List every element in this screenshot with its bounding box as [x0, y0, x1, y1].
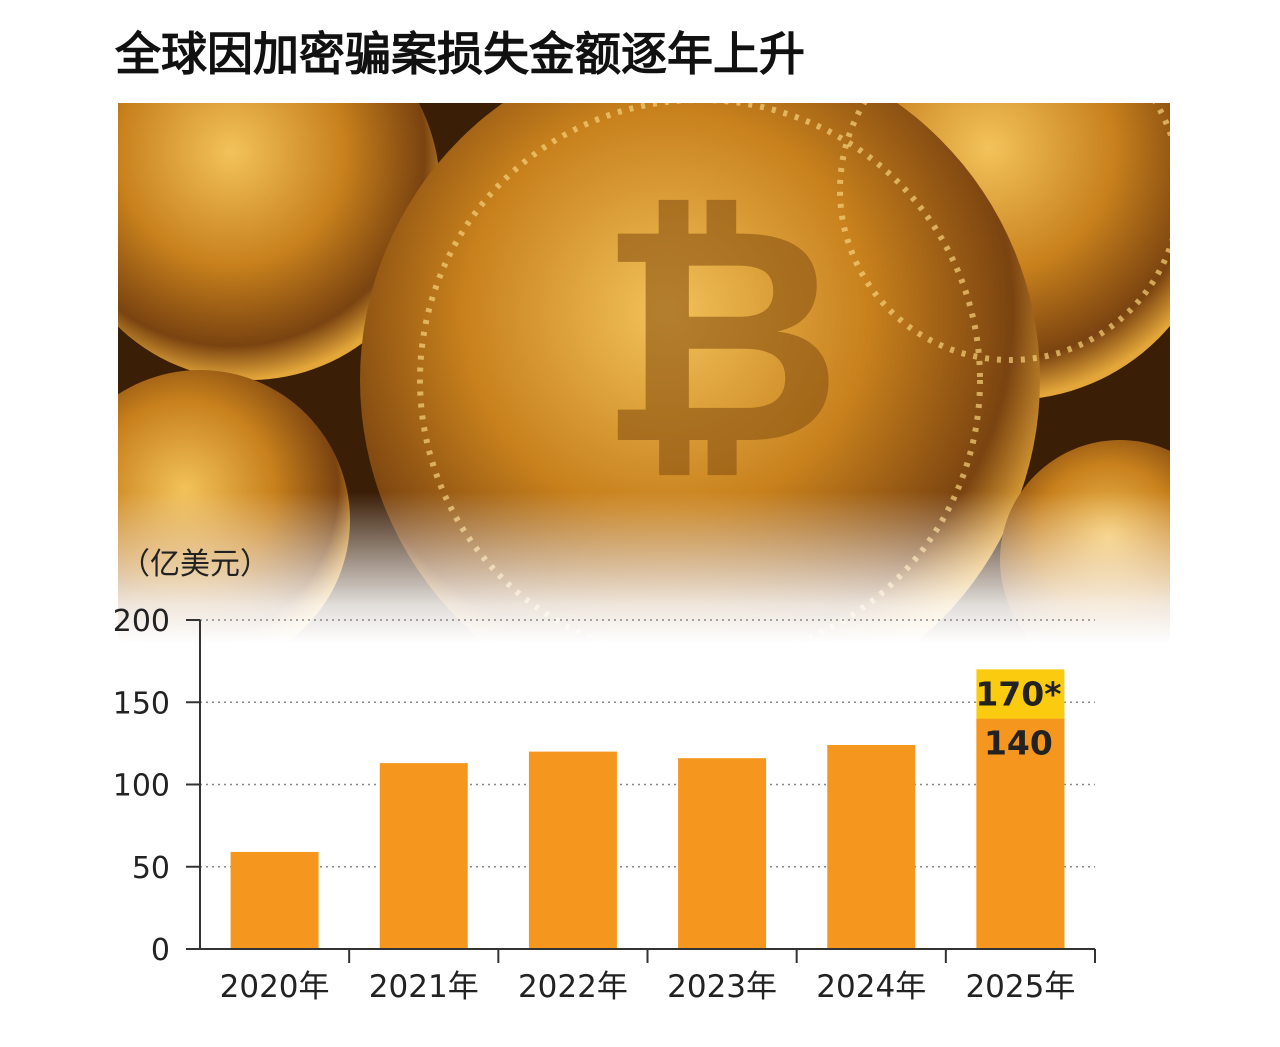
- chart-title: 全球因加密骗案损失金额逐年上升: [114, 27, 805, 81]
- y-tick-label: 200: [113, 604, 170, 639]
- x-tick-label: 2023年: [667, 969, 777, 1005]
- data-label: 170*: [975, 674, 1061, 713]
- bar: [976, 718, 1065, 949]
- x-tick-label: 2020年: [220, 969, 330, 1005]
- bar: [678, 758, 767, 949]
- y-tick-label: 150: [113, 686, 170, 721]
- y-tick-label: 0: [151, 933, 170, 968]
- bar: [230, 851, 319, 949]
- y-tick-label: 100: [113, 769, 170, 804]
- x-tick-label: 2025年: [965, 969, 1075, 1005]
- y-tick-label: 50: [132, 851, 170, 886]
- bar: [379, 763, 468, 949]
- y-axis-label: （亿美元）: [120, 547, 270, 582]
- x-tick-label: 2024年: [816, 969, 926, 1005]
- x-tick-label: 2021年: [369, 969, 479, 1005]
- data-label: 140: [984, 724, 1053, 763]
- bar: [528, 751, 617, 949]
- x-tick-label: 2022年: [518, 969, 628, 1005]
- bar: [827, 745, 916, 949]
- background-photo: ₿: [118, 103, 1170, 643]
